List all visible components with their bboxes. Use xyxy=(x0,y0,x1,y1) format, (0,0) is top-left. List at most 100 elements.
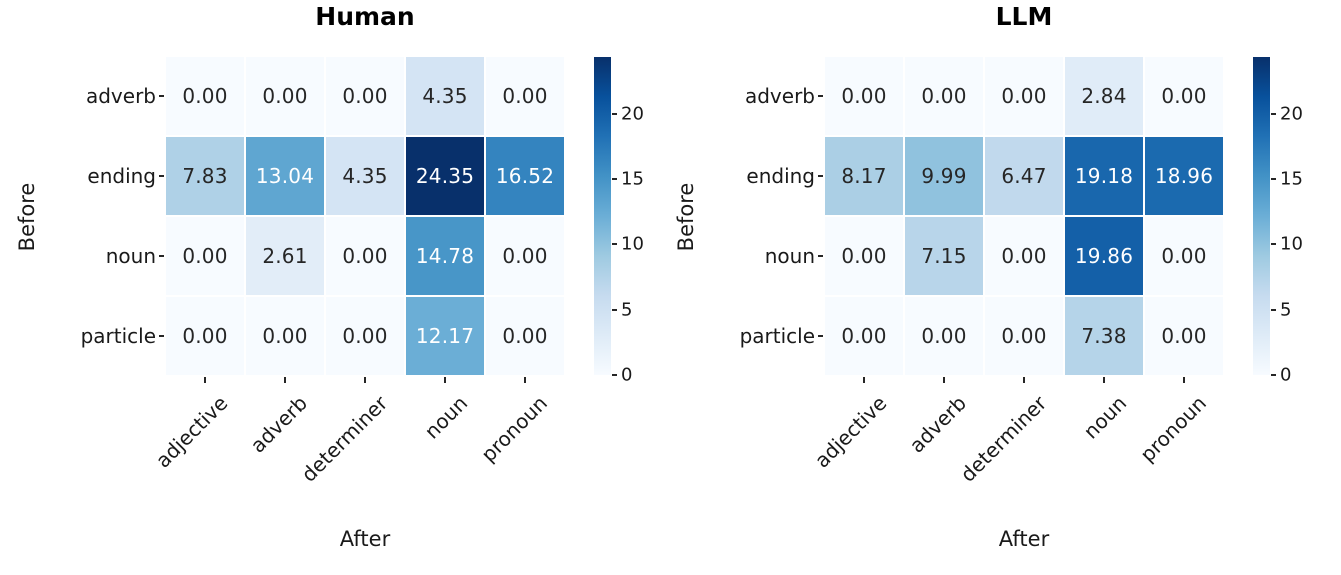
heatmap-cell: 0.00 xyxy=(166,217,244,295)
y-tick-label: particle xyxy=(739,324,815,348)
y-tick-mark xyxy=(159,95,164,97)
heatmap-cell: 0.00 xyxy=(166,297,244,375)
colorbar-tick-label: 0 xyxy=(621,364,633,386)
colorbar-tick-label: 0 xyxy=(1280,364,1292,386)
heatmap-grid: 0.00 0.00 0.00 2.84 0.00 8.17 9.99 6.47 19.18 18.… xyxy=(825,57,1223,375)
x-tick-label: adverb xyxy=(904,391,971,458)
colorbar-tick-mark xyxy=(1271,308,1276,311)
y-tick-mark xyxy=(818,95,823,97)
y-tick-label: ending xyxy=(87,164,156,188)
x-tick-mark xyxy=(1183,377,1185,383)
heatmap-cell: 0.00 xyxy=(905,57,983,135)
heatmap-cell: 0.00 xyxy=(825,57,903,135)
heatmap-cell: 0.00 xyxy=(1145,57,1223,135)
colorbar-tick-label: 5 xyxy=(621,299,633,321)
heatmap-cell: 0.00 xyxy=(166,57,244,135)
heatmap-cell: 0.00 xyxy=(905,297,983,375)
heatmap-cell: 0.00 xyxy=(326,217,404,295)
y-tick-mark xyxy=(818,255,823,257)
colorbar-tick-mark xyxy=(1271,112,1276,115)
chart-title: Human xyxy=(315,2,415,31)
x-tick-mark xyxy=(284,377,286,383)
heatmap-cell: 0.00 xyxy=(486,297,564,375)
x-tick-label: adverb xyxy=(245,391,312,458)
heatmap-cell: 7.83 xyxy=(166,137,244,215)
y-tick-label: ending xyxy=(746,164,815,188)
colorbar-tick-label: 15 xyxy=(621,168,644,190)
x-tick-mark xyxy=(1103,377,1105,383)
x-tick-label: determiner xyxy=(955,391,1051,487)
x-tick-mark xyxy=(1023,377,1025,383)
y-tick-mark xyxy=(159,175,164,177)
heatmap-cell: 0.00 xyxy=(825,297,903,375)
x-tick-label: adjective xyxy=(150,391,232,473)
heatmap-cell: 0.00 xyxy=(246,297,324,375)
heatmap-cell: 0.00 xyxy=(486,217,564,295)
heatmap-cell: 19.86 xyxy=(1065,217,1143,295)
x-tick-label: determiner xyxy=(296,391,392,487)
heatmap-cell: 13.04 xyxy=(246,137,324,215)
heatmap-cell: 14.78 xyxy=(406,217,484,295)
x-tick-label: noun xyxy=(1078,391,1131,444)
heatmap-cell: 12.17 xyxy=(406,297,484,375)
y-tick-label: adverb xyxy=(744,84,815,108)
x-tick-mark xyxy=(863,377,865,383)
chart-title: LLM xyxy=(995,2,1053,31)
heatmap-cell: 2.84 xyxy=(1065,57,1143,135)
colorbar-tick-mark xyxy=(612,374,617,376)
colorbar-tick-mark xyxy=(1271,374,1276,376)
heatmap-cell: 0.00 xyxy=(1145,217,1223,295)
heatmap-cell: 18.96 xyxy=(1145,137,1223,215)
colorbar-tick-label: 15 xyxy=(1280,168,1303,190)
colorbar-tick-mark xyxy=(612,308,617,311)
x-tick-label: pronoun xyxy=(1135,391,1211,467)
x-tick-label: noun xyxy=(419,391,472,444)
colorbar-tick-label: 10 xyxy=(1280,233,1303,255)
y-tick-mark xyxy=(818,175,823,177)
heatmap-cell: 24.35 xyxy=(406,137,484,215)
y-tick-mark xyxy=(159,335,164,337)
heatmap-cell: 0.00 xyxy=(326,297,404,375)
heatmap-cell: 9.99 xyxy=(905,137,983,215)
heatmap-cell: 0.00 xyxy=(246,57,324,135)
colorbar-tick-label: 20 xyxy=(621,103,644,125)
heatmap-cell: 0.00 xyxy=(985,217,1063,295)
heatmap-cell: 0.00 xyxy=(985,57,1063,135)
x-tick-mark xyxy=(204,377,206,383)
colorbar-tick-mark xyxy=(612,178,617,181)
heatmap-cell: 19.18 xyxy=(1065,137,1143,215)
x-axis-label: After xyxy=(998,527,1050,551)
panel-human: Human Before 0.00 0.00 0.00 4.35 0.00 7.83 13.… xyxy=(15,2,644,551)
x-tick-mark xyxy=(943,377,945,383)
x-tick-mark xyxy=(444,377,446,383)
x-tick-label: adjective xyxy=(809,391,891,473)
heatmap-cell: 0.00 xyxy=(486,57,564,135)
heatmap-cell: 0.00 xyxy=(985,297,1063,375)
heatmap-cell: 0.00 xyxy=(825,217,903,295)
heatmap-cell: 2.61 xyxy=(246,217,324,295)
heatmap-cell: 8.17 xyxy=(825,137,903,215)
x-axis-label: After xyxy=(339,527,391,551)
colorbar-tick-label: 20 xyxy=(1280,103,1303,125)
colorbar-tick-mark xyxy=(1271,243,1276,246)
y-tick-label: particle xyxy=(80,324,156,348)
x-tick-mark xyxy=(524,377,526,383)
heatmap-cell: 4.35 xyxy=(326,137,404,215)
panel-llm: LLM Before 0.00 0.00 0.00 2.84 0.00 8.17 9.99 6… xyxy=(659,0,1341,575)
colorbar-tick-mark xyxy=(612,243,617,246)
colorbar-tick-mark xyxy=(1271,178,1276,181)
x-tick-label: pronoun xyxy=(476,391,552,467)
y-tick-mark xyxy=(818,335,823,337)
y-tick-label: noun xyxy=(764,244,815,268)
colorbar xyxy=(1253,57,1270,375)
heatmap-cell: 0.00 xyxy=(1145,297,1223,375)
heatmap-cell: 16.52 xyxy=(486,137,564,215)
y-tick-label: adverb xyxy=(85,84,156,108)
heatmap-cell: 4.35 xyxy=(406,57,484,135)
y-tick-label: noun xyxy=(105,244,156,268)
heatmap-cell: 7.38 xyxy=(1065,297,1143,375)
heatmap-grid: 0.00 0.00 0.00 4.35 0.00 7.83 13.04 4.35 24.35 16… xyxy=(166,57,564,375)
colorbar-tick-mark xyxy=(612,112,617,115)
heatmap-cell: 0.00 xyxy=(326,57,404,135)
